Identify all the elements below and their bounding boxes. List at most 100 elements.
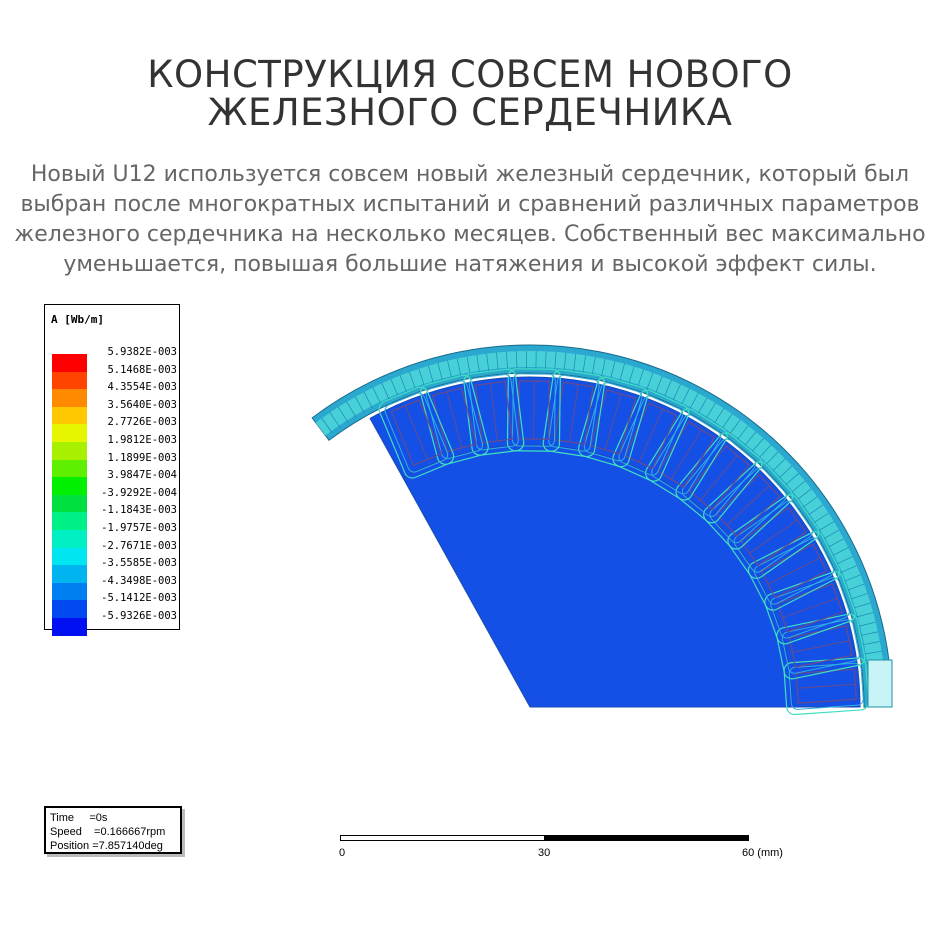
slot-part <box>749 519 798 554</box>
magnet-divider <box>853 602 871 609</box>
scale-tick-60: 60 (mm) <box>742 847 783 859</box>
legend-label: -2.7671E-003 <box>101 539 177 552</box>
magnet-divider <box>591 357 596 375</box>
magnet-divider <box>784 473 799 486</box>
legend-label: -5.1412E-003 <box>101 592 177 605</box>
legend-swatch <box>52 547 87 566</box>
magnet-divider <box>554 351 557 370</box>
magnet-divider <box>329 412 341 428</box>
magnet-divider <box>466 356 471 375</box>
magnet-divider <box>346 401 357 418</box>
magnet-divider <box>790 480 806 493</box>
legend-label: 5.1468E-003 <box>107 363 177 376</box>
magnet-divider <box>697 397 708 414</box>
slot-part <box>404 405 428 460</box>
legend-label: 3.9847E-004 <box>107 469 177 482</box>
slot-part <box>795 668 857 704</box>
stator-slot <box>776 613 866 680</box>
stator-slot <box>542 369 606 458</box>
legend-label: 1.9812E-003 <box>107 433 177 446</box>
boundary-block <box>867 659 893 708</box>
slot-part <box>638 408 664 463</box>
magnet-divider <box>601 358 606 377</box>
stator-slot <box>783 657 870 716</box>
slot-part <box>797 683 856 689</box>
slot-part <box>645 408 728 501</box>
title-line: ЖЕЛЕЗНОГО СЕРДЕЧНИКА <box>207 91 733 134</box>
legend-label: 1.1899E-003 <box>107 451 177 464</box>
magnet-divider <box>832 547 849 556</box>
magnet-divider <box>321 418 333 434</box>
magnet-divider <box>778 465 793 479</box>
legend-swatch <box>52 441 87 460</box>
magnet-divider <box>409 371 416 390</box>
magnet-divider <box>758 444 772 459</box>
magnet-divider <box>858 621 876 627</box>
slot-part <box>703 461 794 550</box>
slot-part <box>792 640 850 653</box>
slot-part <box>651 414 722 495</box>
magnet-divider <box>827 538 844 548</box>
magnet-divider <box>628 366 635 384</box>
legend-label: 2.7726E-003 <box>107 416 177 429</box>
slot-part <box>781 619 860 674</box>
legend-swatch <box>52 600 87 618</box>
stator-slot <box>419 374 489 465</box>
legend-swatch <box>52 406 87 425</box>
stator-slot <box>378 386 455 479</box>
description-line: выбран после многократных испытаний и ср… <box>20 192 920 217</box>
magnet-divider <box>713 408 725 424</box>
magnet-divider <box>486 353 490 372</box>
page-title: КОНСТРУКЦИЯ СОВСЕМ НОВОГО ЖЕЛЕЗНОГО СЕРД… <box>0 56 940 132</box>
speed-readout: Speed =0.166667rpm <box>50 826 166 838</box>
slot-part <box>378 386 455 479</box>
magnet-divider <box>772 458 786 472</box>
slot-part <box>618 395 684 476</box>
stator-slot <box>577 376 649 468</box>
magnet-divider <box>496 352 499 371</box>
magnet-divider <box>843 574 861 582</box>
slot-part <box>612 389 690 482</box>
slot-part <box>727 494 820 579</box>
color-legend: A [Wb/m] 5.9382E-003 5.1468E-003 4.3554E-0… <box>44 304 180 636</box>
slot-part <box>463 368 525 456</box>
magnet-divider <box>418 368 425 387</box>
legend-label: -4.3498E-003 <box>101 574 177 587</box>
slot-part <box>548 374 600 452</box>
legend-swatch <box>52 354 87 372</box>
magnet-divider <box>823 529 840 540</box>
slot-part <box>446 391 463 448</box>
legend-swatch <box>52 389 87 407</box>
legend-entry: -2.7671E-003 <box>52 540 177 566</box>
magnet-divider <box>456 358 462 377</box>
magnet-divider <box>855 612 874 618</box>
legend-label: 5.9382E-003 <box>107 346 177 358</box>
magnet-divider <box>850 593 868 600</box>
magnet-divider <box>663 380 672 397</box>
magnet-ring <box>315 351 886 707</box>
scale-tick-30: 30 <box>538 847 551 859</box>
legend-swatch <box>52 512 87 530</box>
title-line: КОНСТРУКЦИЯ СОВСЕМ НОВОГО <box>147 53 793 96</box>
legend-entry: 5.1468E-003 <box>52 364 177 390</box>
scale-tick-0: 0 <box>339 847 346 859</box>
slot-part <box>431 387 478 453</box>
legend-entry: 3.9847E-004 <box>52 469 177 495</box>
simulation-info-box: Time =0s Speed =0.166667rpm Position =7.… <box>44 806 182 854</box>
magnet-divider <box>515 351 518 370</box>
stator-slot <box>506 368 561 452</box>
slot-part <box>764 571 856 645</box>
magnet-divider <box>476 354 480 373</box>
magnet-divider <box>637 369 644 387</box>
slot-part <box>747 531 841 611</box>
magnet-divider <box>818 521 835 532</box>
magnet-divider <box>840 565 857 574</box>
legend-entry: 3.5640E-003 <box>52 399 177 425</box>
legend-entry: -4.3498E-003 <box>52 575 177 601</box>
legend-entry: 5.9382E-003 <box>52 346 177 372</box>
stator-slot <box>675 432 763 524</box>
legend-entry: -1.9757E-003 <box>52 522 177 548</box>
legend-swatch <box>52 371 87 390</box>
